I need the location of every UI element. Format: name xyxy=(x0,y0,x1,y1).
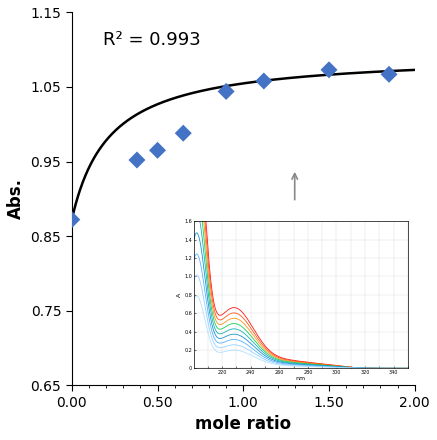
X-axis label: mole ratio: mole ratio xyxy=(195,415,291,433)
Text: R² = 0.993: R² = 0.993 xyxy=(103,31,201,49)
Point xyxy=(180,130,187,137)
Point xyxy=(260,77,267,84)
Point xyxy=(385,71,392,78)
Point xyxy=(133,157,140,164)
Point xyxy=(68,216,75,223)
Point xyxy=(222,88,229,95)
Point xyxy=(326,66,333,73)
Point xyxy=(154,147,161,154)
Y-axis label: Abs.: Abs. xyxy=(7,178,25,219)
